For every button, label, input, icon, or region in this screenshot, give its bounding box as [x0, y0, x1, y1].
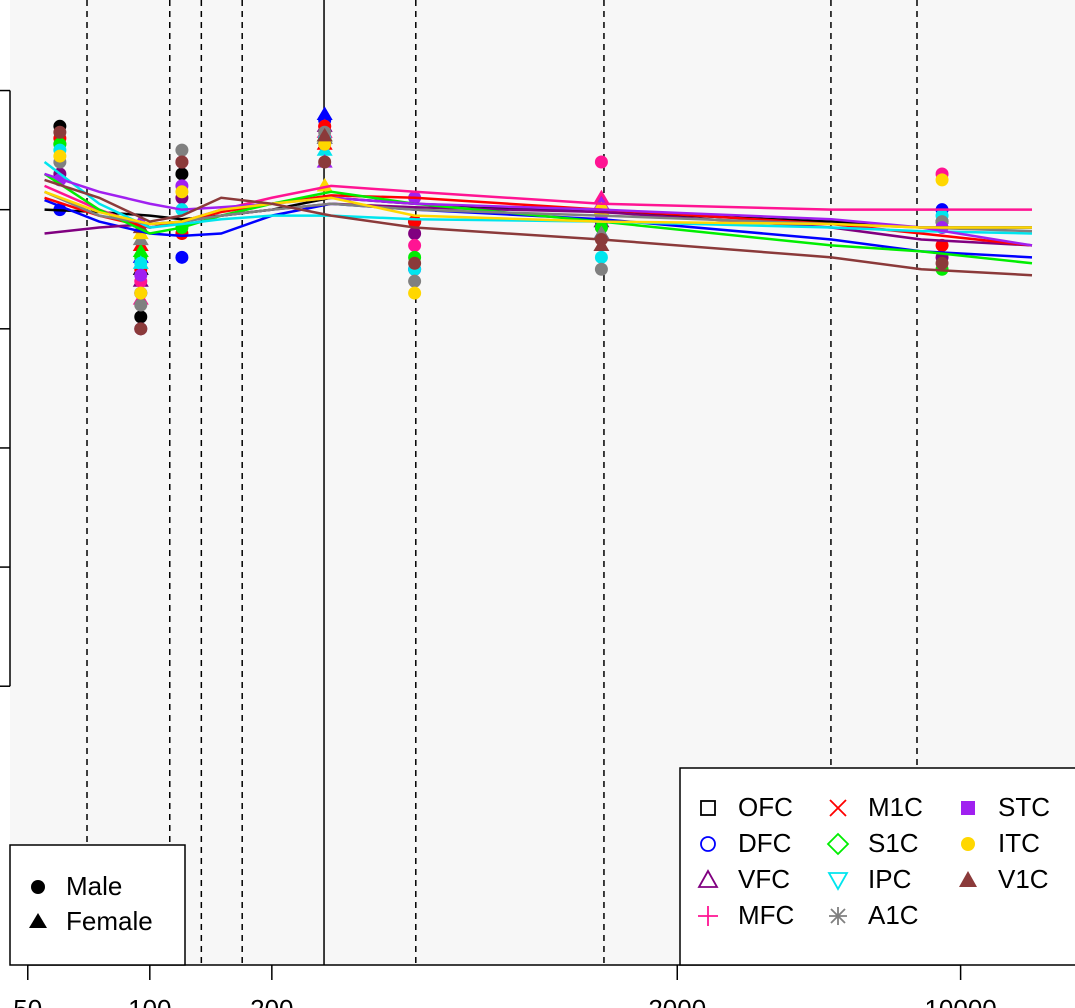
male-point [53, 125, 67, 139]
legend-symbol [827, 872, 849, 891]
legend-box [679, 767, 1075, 966]
legend-label: DFC [738, 828, 791, 858]
legend-symbol [700, 836, 716, 852]
male-point [935, 173, 949, 187]
male-point [134, 322, 148, 336]
legend-label: S1C [868, 828, 919, 858]
male-point [175, 143, 189, 157]
trend-line [43, 172, 1033, 265]
trend-line [44, 190, 1032, 229]
male-point [175, 167, 189, 181]
legend-label: IPC [868, 864, 911, 894]
male-point [175, 185, 189, 199]
legend-label: VFC [738, 864, 790, 894]
male-point [408, 274, 422, 288]
male-point [594, 250, 608, 264]
male-point [318, 155, 332, 169]
x-tick-label: 10000 [924, 994, 996, 1008]
female-point [132, 243, 149, 257]
trend-line [44, 178, 1033, 277]
legend-symbol [698, 906, 718, 926]
legend-label: STC [998, 792, 1050, 822]
x-tick-label: 2000 [648, 994, 706, 1008]
male-point [935, 238, 949, 252]
legend-label: MFC [738, 900, 794, 930]
legend-symbol [959, 871, 977, 887]
female-point [316, 127, 333, 142]
male-point [408, 286, 422, 300]
legend-symbol [697, 869, 719, 888]
male-point [134, 310, 148, 324]
male-point [408, 256, 422, 270]
male-point [134, 286, 148, 300]
legend-symbol [829, 799, 847, 817]
legend-symbol [961, 837, 975, 851]
x-tick-label: 100 [128, 994, 171, 1008]
legend-symbol [31, 880, 45, 894]
legend-label: OFC [738, 792, 793, 822]
male-point [134, 268, 148, 282]
legend-label: Male [66, 871, 122, 901]
legend-symbol [700, 800, 716, 816]
legend-label: Female [66, 906, 153, 936]
male-point [594, 262, 608, 276]
male-point [594, 155, 608, 169]
male-point [408, 238, 422, 252]
legend-label: M1C [868, 792, 923, 822]
legend-label: ITC [998, 828, 1040, 858]
female-point [132, 255, 149, 269]
female-point [593, 237, 610, 252]
legend-symbol [29, 913, 47, 928]
male-point [408, 227, 422, 241]
legend-label: V1C [998, 864, 1049, 894]
male-point [134, 298, 148, 312]
male-point [175, 155, 189, 169]
male-point [53, 149, 67, 163]
male-point [935, 256, 949, 270]
legend-box [9, 844, 186, 966]
legend-symbol [829, 907, 847, 925]
male-point [175, 250, 189, 264]
legend-symbol [961, 801, 975, 815]
legend-label: A1C [868, 900, 919, 930]
female-point [316, 106, 333, 120]
x-tick-label: 50 [13, 994, 42, 1008]
x-tick-label: 200 [250, 994, 293, 1008]
trend-line [44, 196, 1032, 229]
legend-symbol [826, 832, 850, 856]
